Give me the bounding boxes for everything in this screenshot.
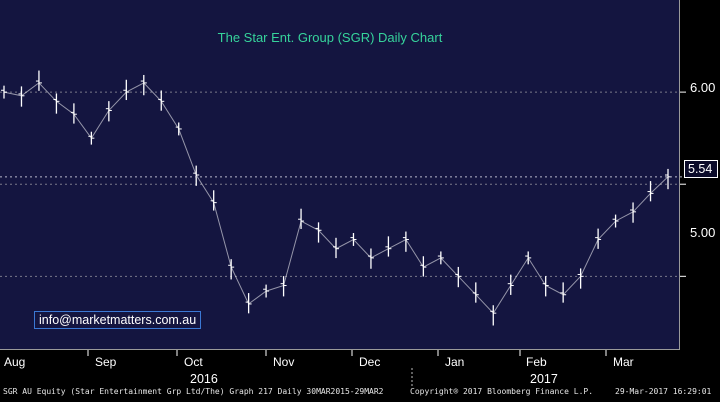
x-tick-label-dec: Dec: [359, 355, 381, 369]
x-tick-label-oct: Oct: [184, 355, 203, 369]
footer-timestamp: 29-Mar-2017 16:29:01: [615, 387, 712, 396]
x-tick-label-sep: Sep: [95, 355, 117, 369]
x-tick-label-mar: Mar: [613, 355, 634, 369]
x-year-label-2017: 2017: [530, 372, 558, 386]
price-series-line: [3, 82, 669, 315]
x-tick-label-aug: Aug: [4, 355, 26, 369]
x-tick-label-jan: Jan: [445, 355, 465, 369]
y-tick-label-5-00: 5.00: [690, 225, 716, 240]
last-price-label: 5.54: [684, 160, 718, 178]
footer-security-info: SGR AU Equity (Star Entertainment Grp Lt…: [3, 387, 384, 396]
x-tick-label-feb: Feb: [526, 355, 547, 369]
footer-copyright: Copyright® 2017 Bloomberg Finance L.P.: [410, 387, 594, 396]
y-tick-label-6-00: 6.00: [690, 80, 716, 95]
chart-title: The Star Ent. Group (SGR) Daily Chart: [217, 30, 443, 45]
email-box: info@marketmatters.com.au: [34, 311, 202, 329]
x-tick-label-nov: Nov: [273, 355, 295, 369]
x-year-label-2016: 2016: [190, 372, 218, 386]
